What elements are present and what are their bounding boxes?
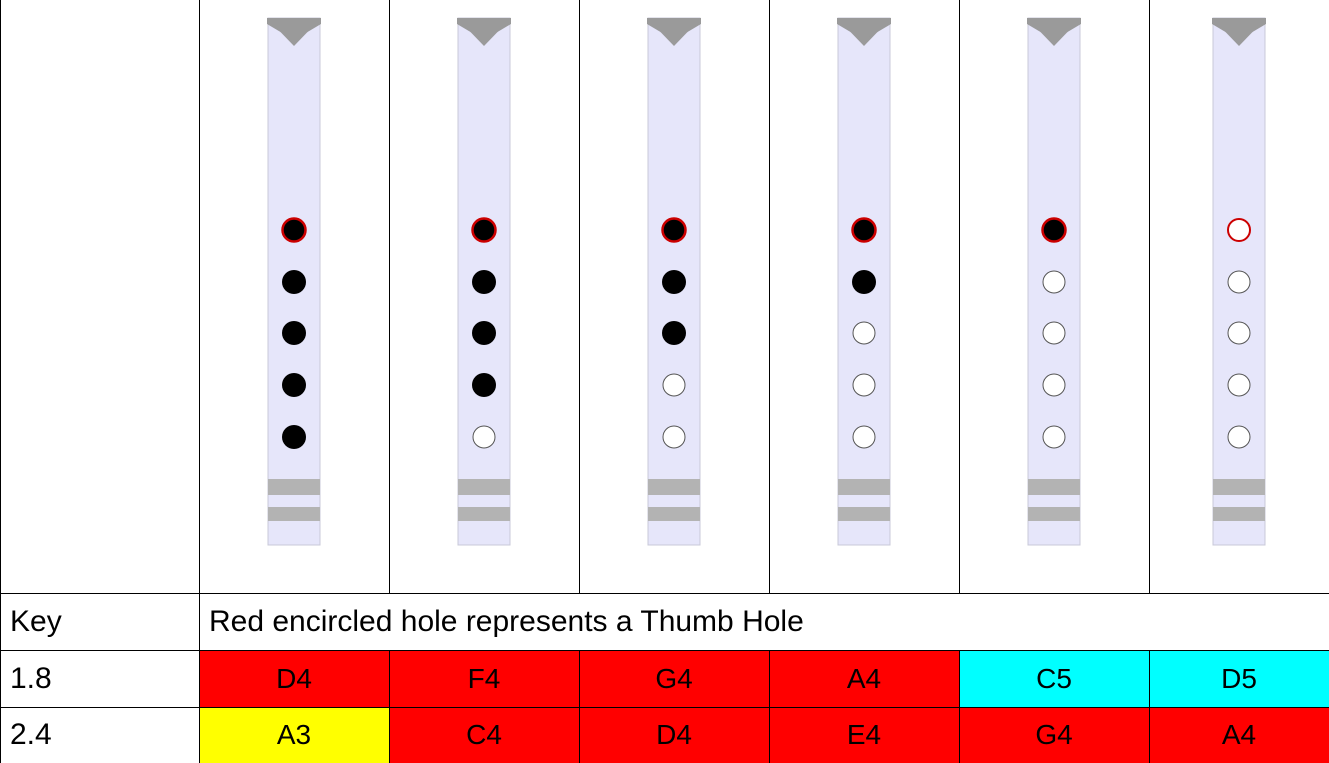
flute-svg: [457, 17, 511, 546]
finger-hole-open: [1227, 373, 1251, 397]
thumb-hole-open: [1227, 218, 1251, 242]
finger-hole-closed: [472, 270, 496, 294]
finger-hole-open: [1227, 270, 1251, 294]
note-row-1-8: 1.8 D4 F4 G4 A4 C5 D5: [0, 651, 1329, 707]
flute-band: [458, 479, 510, 495]
note-cell: D4: [579, 707, 769, 763]
thumb-hole-closed: [281, 217, 307, 243]
note-cell: E4: [769, 707, 959, 763]
finger-hole-open: [1042, 321, 1066, 345]
flute-band: [838, 479, 890, 495]
finger-hole-closed: [662, 270, 686, 294]
key-label: Key: [10, 605, 62, 638]
mouthpiece-notch-top: [647, 18, 701, 40]
note-cell: G4: [959, 707, 1149, 763]
flute-svg: [267, 17, 321, 546]
note-label: C5: [1036, 663, 1072, 694]
finger-hole-open: [472, 425, 496, 449]
mouthpiece-notch-top: [837, 18, 891, 40]
finger-hole-closed: [472, 321, 496, 345]
finger-hole-closed: [282, 373, 306, 397]
note-cells: A3 C4 D4 E4 G4 A4: [0, 707, 1329, 763]
finger-hole-closed: [662, 321, 686, 345]
note-label: G4: [655, 663, 693, 694]
flute-band: [1213, 479, 1265, 495]
flute-band: [1028, 479, 1080, 495]
note-label: D4: [656, 719, 692, 750]
key-description: Red encircled hole represents a Thumb Ho…: [209, 605, 804, 638]
finger-hole-open: [852, 425, 876, 449]
note-row-2-4: 2.4 A3 C4 D4 E4 G4 A4: [0, 707, 1329, 763]
finger-hole-closed: [282, 270, 306, 294]
note-label: A4: [846, 663, 882, 694]
row-label: 2.4: [10, 718, 52, 751]
mouthpiece-notch-top: [1027, 18, 1081, 40]
note-label: A3: [276, 719, 312, 750]
row-label: 1.8: [10, 662, 52, 695]
flute-band: [1028, 507, 1080, 521]
finger-hole-open: [1042, 425, 1066, 449]
flute-svg: [1027, 17, 1081, 546]
finger-hole-closed: [282, 425, 306, 449]
note-cell: D5: [1149, 651, 1329, 707]
note-cell: D4: [199, 651, 389, 707]
note-cell: C5: [959, 651, 1149, 707]
note-cell: A4: [1149, 707, 1329, 763]
note-cell: F4: [389, 651, 579, 707]
thumb-hole-closed: [851, 217, 877, 243]
note-label: C4: [466, 719, 502, 750]
note-cell: C4: [389, 707, 579, 763]
flute-band: [648, 507, 700, 521]
note-label: D4: [276, 663, 312, 694]
key-row: Key Red encircled hole represents a Thum…: [0, 593, 1329, 651]
flute-band: [1213, 507, 1265, 521]
thumb-hole-closed: [471, 217, 497, 243]
flute-band: [838, 507, 890, 521]
flute-band: [648, 479, 700, 495]
flute-band: [268, 479, 320, 495]
note-cell: A3: [199, 707, 389, 763]
note-label: A4: [1221, 719, 1257, 750]
flute-diagram: [454, 0, 514, 560]
mouthpiece-notch-top: [267, 18, 321, 40]
thumb-hole-closed: [661, 217, 687, 243]
flute-band: [458, 507, 510, 521]
flute-svg: [647, 17, 701, 546]
flute-diagram: [834, 0, 894, 560]
flute-svg: [1212, 17, 1266, 546]
flute-diagram: [1024, 0, 1084, 560]
thumb-hole-closed: [1041, 217, 1067, 243]
note-label: E4: [846, 719, 882, 750]
note-label: G4: [1035, 719, 1073, 750]
flute-diagram: [644, 0, 704, 560]
finger-hole-open: [1042, 373, 1066, 397]
finger-hole-open: [662, 373, 686, 397]
flute-diagram: [1209, 0, 1269, 560]
flute-svg: [837, 17, 891, 546]
finger-hole-open: [1042, 270, 1066, 294]
mouthpiece-notch-top: [1212, 18, 1266, 40]
note-cells: D4 F4 G4 A4 C5 D5: [0, 651, 1329, 707]
flute-diagram: [264, 0, 324, 560]
finger-hole-open: [1227, 321, 1251, 345]
finger-hole-open: [662, 425, 686, 449]
finger-hole-open: [1227, 425, 1251, 449]
flute-row-label-cell: [0, 0, 199, 593]
finger-hole-closed: [282, 321, 306, 345]
finger-hole-open: [852, 321, 876, 345]
finger-hole-closed: [852, 270, 876, 294]
finger-hole-closed: [472, 373, 496, 397]
mouthpiece-notch-top: [457, 18, 511, 40]
note-cell: G4: [579, 651, 769, 707]
note-label: F4: [467, 663, 501, 694]
flute-band: [268, 507, 320, 521]
flute-diagram-row: [0, 0, 1269, 593]
note-label: D5: [1221, 663, 1257, 694]
finger-hole-open: [852, 373, 876, 397]
note-cell: A4: [769, 651, 959, 707]
